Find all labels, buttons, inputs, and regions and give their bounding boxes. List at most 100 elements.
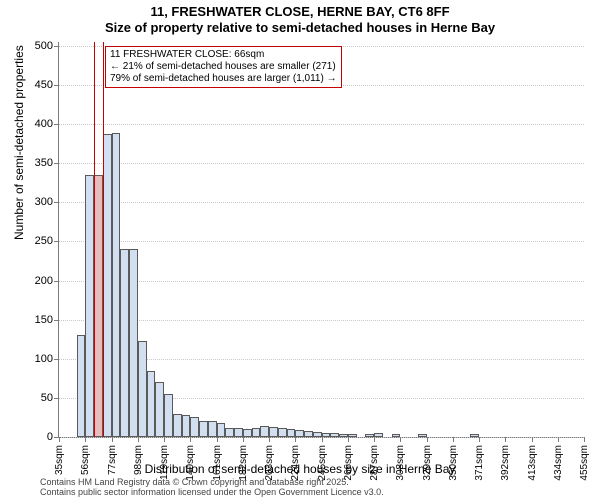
y-tick-label: 500 [35, 40, 53, 52]
marker-info-box: 11 FRESHWATER CLOSE: 66sqm ← 21% of semi… [105, 46, 342, 88]
histogram-bar [103, 134, 112, 437]
histogram-bar [260, 426, 269, 437]
histogram-bar [392, 434, 401, 437]
page-title: 11, FRESHWATER CLOSE, HERNE BAY, CT6 8FF [0, 4, 600, 19]
histogram-bar [278, 428, 287, 437]
y-tick-mark [54, 359, 59, 360]
histogram-bar [208, 421, 217, 437]
y-tick-mark [54, 46, 59, 47]
y-tick-mark [54, 398, 59, 399]
x-tick-label: 266sqm [343, 445, 354, 481]
x-tick-label: 455sqm [579, 445, 590, 481]
x-tick-mark [85, 437, 86, 442]
attribution-footer: Contains HM Land Registry data © Crown c… [40, 478, 384, 498]
x-tick-mark [243, 437, 244, 442]
x-tick-label: 350sqm [448, 445, 459, 481]
histogram-bar [173, 414, 182, 437]
histogram-bar [234, 428, 243, 437]
histogram-bar [313, 432, 322, 437]
y-tick-label: 250 [35, 235, 53, 247]
gridline [59, 124, 584, 125]
footer-line-2: Contains public sector information licen… [40, 488, 384, 498]
x-tick-mark [558, 437, 559, 442]
histogram-bar [322, 433, 331, 437]
histogram-bar [182, 415, 191, 437]
gridline [59, 320, 584, 321]
x-tick-mark [217, 437, 218, 442]
info-line-2: ← 21% of semi-detached houses are smalle… [110, 61, 337, 73]
page-subtitle: Size of property relative to semi-detach… [0, 20, 600, 35]
histogram-bar [147, 371, 156, 437]
x-tick-mark [584, 437, 585, 442]
x-tick-label: 119sqm [159, 445, 170, 480]
histogram-bar [85, 175, 94, 437]
histogram-bar [365, 434, 374, 437]
y-tick-mark [54, 85, 59, 86]
y-tick-label: 300 [35, 196, 53, 208]
x-tick-label: 413sqm [527, 445, 538, 481]
histogram-bar [199, 421, 208, 437]
gridline [59, 202, 584, 203]
x-tick-label: 140sqm [185, 445, 196, 481]
y-axis-label: Number of semi-detached properties [12, 45, 26, 240]
x-tick-mark [164, 437, 165, 442]
x-tick-mark [505, 437, 506, 442]
x-tick-label: 77sqm [107, 445, 118, 475]
x-tick-label: 245sqm [317, 445, 328, 481]
x-tick-label: 392sqm [500, 445, 511, 481]
x-tick-mark [348, 437, 349, 442]
y-tick-mark [54, 241, 59, 242]
gridline [59, 163, 584, 164]
y-tick-label: 350 [35, 157, 53, 169]
x-tick-mark [532, 437, 533, 442]
histogram-bar [155, 382, 164, 437]
histogram-bar [339, 434, 348, 437]
y-tick-label: 0 [47, 431, 53, 443]
histogram-bar [120, 249, 129, 437]
info-line-1: 11 FRESHWATER CLOSE: 66sqm [110, 49, 337, 61]
x-tick-mark [269, 437, 270, 442]
histogram-bar [112, 133, 121, 437]
histogram-bar [418, 434, 427, 437]
y-tick-label: 100 [35, 353, 53, 365]
x-tick-label: 224sqm [290, 445, 301, 481]
histogram-bar [470, 434, 479, 437]
y-tick-label: 450 [35, 79, 53, 91]
plot-area: 11 FRESHWATER CLOSE: 66sqm ← 21% of semi… [58, 42, 584, 438]
histogram-bar [304, 431, 313, 437]
x-tick-mark [59, 437, 60, 442]
histogram-bar [225, 428, 234, 437]
x-tick-label: 329sqm [422, 445, 433, 481]
histogram-bar [348, 434, 357, 437]
x-tick-mark [453, 437, 454, 442]
histogram-bar [190, 417, 199, 437]
gridline [59, 281, 584, 282]
y-tick-mark [54, 281, 59, 282]
x-tick-mark [400, 437, 401, 442]
x-tick-label: 98sqm [133, 445, 144, 475]
histogram-bar [129, 249, 138, 437]
x-tick-label: 161sqm [212, 445, 223, 481]
x-tick-mark [427, 437, 428, 442]
y-tick-mark [54, 163, 59, 164]
histogram-bar [269, 427, 278, 437]
histogram-bar [243, 429, 252, 437]
x-tick-mark [190, 437, 191, 442]
x-tick-label: 35sqm [54, 445, 65, 475]
x-tick-label: 287sqm [369, 445, 380, 481]
x-tick-label: 371sqm [474, 445, 485, 481]
x-tick-mark [295, 437, 296, 442]
y-tick-label: 50 [41, 392, 53, 404]
histogram-bar [374, 433, 383, 437]
histogram-bar [164, 394, 173, 437]
histogram-bar [287, 429, 296, 437]
info-line-3: 79% of semi-detached houses are larger (… [110, 73, 337, 85]
histogram-bar [330, 433, 339, 437]
x-tick-mark [374, 437, 375, 442]
y-tick-mark [54, 320, 59, 321]
histogram-bar [94, 175, 103, 437]
x-tick-mark [479, 437, 480, 442]
chart-container: 11, FRESHWATER CLOSE, HERNE BAY, CT6 8FF… [0, 0, 600, 500]
marker-line [103, 42, 104, 437]
x-tick-mark [112, 437, 113, 442]
